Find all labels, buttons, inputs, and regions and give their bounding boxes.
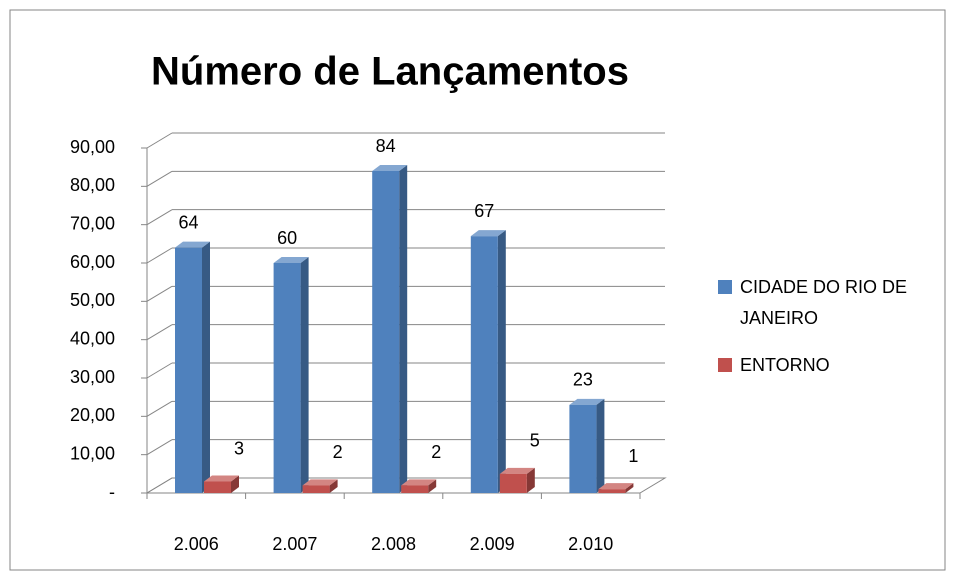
- bar-top: [175, 241, 210, 248]
- y-tick-label: 80,00: [70, 175, 115, 195]
- bar-top: [401, 479, 437, 486]
- bar-side: [596, 398, 605, 493]
- data-label: 2: [431, 442, 441, 462]
- data-label: 84: [376, 136, 396, 156]
- legend-swatch: [718, 280, 732, 294]
- y-tick-label: 10,00: [70, 443, 115, 463]
- data-label: 67: [474, 201, 494, 221]
- bar-side: [399, 165, 408, 493]
- data-label: 2: [333, 442, 343, 462]
- x-tick-label: 2.010: [568, 534, 613, 554]
- y-tick-label: 70,00: [70, 213, 115, 233]
- bar-top: [499, 467, 535, 474]
- data-label: 23: [573, 370, 593, 390]
- data-label: 60: [277, 228, 297, 248]
- bar-top: [204, 475, 239, 482]
- grid-line: [146, 400, 173, 417]
- bar-top: [470, 230, 506, 237]
- y-tick-label: 60,00: [70, 252, 115, 272]
- grid-line: [146, 477, 173, 494]
- bar-top: [302, 479, 338, 486]
- grid-line: [146, 170, 173, 187]
- x-tick-label: 2.006: [174, 534, 219, 554]
- bar-side: [300, 257, 309, 493]
- data-label: 3: [234, 438, 244, 458]
- bar-side: [428, 479, 437, 493]
- bar-top: [372, 165, 408, 171]
- bar: [499, 473, 527, 493]
- legend-swatch: [718, 358, 732, 372]
- x-tick-label: 2.007: [272, 534, 317, 554]
- grid-line: [146, 439, 173, 456]
- bar-side: [625, 483, 634, 493]
- bar: [372, 171, 400, 493]
- bar: [401, 485, 429, 493]
- bar: [598, 489, 626, 493]
- y-tick-label: -: [109, 482, 115, 502]
- y-tick-label: 40,00: [70, 328, 115, 348]
- bar: [470, 236, 498, 493]
- legend-label: ENTORNO: [740, 355, 830, 375]
- data-label: 64: [178, 212, 198, 232]
- bar-side: [526, 467, 535, 493]
- bar: [569, 404, 597, 493]
- bar-top: [569, 398, 605, 405]
- legend-item: ENTORNO: [718, 350, 948, 381]
- bar: [302, 485, 330, 493]
- bar-top: [273, 257, 309, 263]
- bar-side: [497, 230, 506, 493]
- bar-side: [329, 479, 338, 493]
- legend-label: CIDADE DO RIO DE JANEIRO: [740, 277, 908, 328]
- bar: [204, 481, 231, 493]
- chart-title: Número de Lançamentos: [151, 50, 629, 94]
- grid-line: [146, 285, 173, 302]
- legend: CIDADE DO RIO DE JANEIRO ENTORNO: [718, 272, 948, 397]
- y-tick-label: 20,00: [70, 405, 115, 425]
- grid-line: [146, 362, 173, 379]
- bar: [175, 247, 202, 493]
- y-tick-label: 30,00: [70, 367, 115, 387]
- y-tick-label: 50,00: [70, 290, 115, 310]
- grid-line: [146, 132, 173, 149]
- grid-line: [146, 324, 173, 341]
- bar-top: [598, 483, 634, 490]
- x-tick-label: 2.009: [470, 534, 515, 554]
- grid-line: [146, 247, 173, 264]
- data-label: 5: [530, 431, 540, 451]
- bar-side: [202, 241, 210, 493]
- legend-item: CIDADE DO RIO DE JANEIRO: [718, 272, 948, 334]
- bar-side: [231, 475, 239, 493]
- data-label: 1: [628, 446, 638, 466]
- bar: [273, 263, 301, 493]
- y-tick-label: 90,00: [70, 137, 115, 157]
- grid-line: [146, 209, 173, 226]
- x-tick-label: 2.008: [371, 534, 416, 554]
